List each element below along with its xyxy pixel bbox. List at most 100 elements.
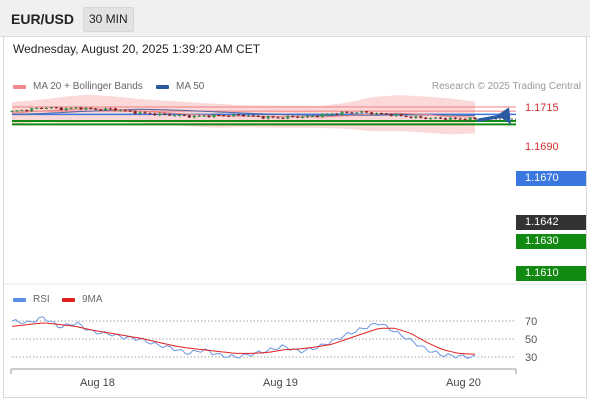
candle-body xyxy=(438,117,443,119)
timeframe-badge[interactable]: 30 MIN xyxy=(83,7,134,32)
candle-body xyxy=(15,110,19,112)
candle-body xyxy=(118,110,122,112)
candle-body xyxy=(433,117,438,119)
level-s2-label: 1.1610 xyxy=(516,266,586,281)
x-label-aug18: Aug 18 xyxy=(80,377,115,389)
candle-body xyxy=(59,107,63,110)
legend-ma20: MA 20 + Bollinger Bands xyxy=(13,81,143,92)
candle-body xyxy=(158,113,162,116)
candle-body xyxy=(251,115,255,117)
rsi-tick-70: 70 xyxy=(525,316,538,328)
rsi-line xyxy=(11,316,476,359)
candle-body xyxy=(320,114,324,117)
rsi-legend-label: RSI xyxy=(33,294,50,305)
candle-body xyxy=(236,114,241,116)
candle-body xyxy=(335,113,339,115)
candle-body xyxy=(414,116,418,118)
candle-body xyxy=(443,118,448,120)
candle-body xyxy=(458,118,462,120)
candle-body xyxy=(374,113,379,115)
candle-body xyxy=(286,116,290,119)
candle-body xyxy=(138,112,142,114)
candle-body xyxy=(143,112,147,114)
candle-body xyxy=(291,116,295,118)
candle-body xyxy=(148,113,152,115)
candle-body xyxy=(35,107,39,109)
candle-body xyxy=(30,108,34,111)
candle-body xyxy=(305,116,310,118)
ma50-swatch xyxy=(156,84,169,89)
symbol-label: EUR/USD xyxy=(11,11,75,27)
rsi-tick-30: 30 xyxy=(525,352,538,364)
candle-body xyxy=(360,111,364,113)
candle-body xyxy=(350,112,354,114)
candle-body xyxy=(79,107,83,110)
candle-body xyxy=(197,115,201,117)
candle-body xyxy=(345,111,349,113)
candle-body xyxy=(365,111,369,113)
level-pivot-label: 1.1670 xyxy=(516,171,586,186)
candle-body xyxy=(153,113,157,116)
candle-body xyxy=(227,115,231,117)
ma9-legend-label: 9MA xyxy=(82,294,103,305)
candle-body xyxy=(212,114,216,118)
ma50-legend-label: MA 50 xyxy=(176,81,205,92)
candle-body xyxy=(369,112,374,115)
candle-body xyxy=(301,116,305,118)
candle-body xyxy=(113,108,118,111)
candle-body xyxy=(20,110,24,112)
rsi-swatch xyxy=(13,297,26,302)
candle-body xyxy=(296,116,300,118)
top-bar: EUR/USD 30 MIN xyxy=(0,0,590,37)
candle-body xyxy=(355,112,359,114)
candle-body xyxy=(168,114,172,116)
level-r1-label: 1.1690 xyxy=(525,141,559,153)
candle-body xyxy=(399,114,403,116)
level-s1-label: 1.1630 xyxy=(516,234,586,249)
timestamp: Wednesday, August 20, 2025 1:39:20 AM CE… xyxy=(13,42,261,56)
rsi-9ma-line xyxy=(11,322,476,355)
candle-body xyxy=(202,115,206,117)
candle-body xyxy=(246,115,251,117)
candle-body xyxy=(207,115,211,118)
candle-body xyxy=(340,111,344,115)
candle-body xyxy=(473,117,477,120)
candle-body xyxy=(384,113,388,115)
candle-body xyxy=(192,115,196,118)
candle-body xyxy=(89,107,93,109)
candle-body xyxy=(163,113,167,115)
candle-body xyxy=(64,108,68,110)
candle-body xyxy=(232,114,236,117)
candle-body xyxy=(177,114,182,116)
candle-body xyxy=(281,117,285,119)
ma20-swatch xyxy=(13,84,26,89)
candle-body xyxy=(25,110,29,112)
candle-body xyxy=(409,116,413,118)
candle-body xyxy=(108,108,113,110)
candle-body xyxy=(182,114,186,116)
candle-body xyxy=(128,110,132,112)
candle-body xyxy=(123,110,127,112)
ma9-swatch xyxy=(62,297,75,302)
candle-body xyxy=(94,108,98,110)
candle-body xyxy=(468,117,472,120)
candle-body xyxy=(315,116,319,118)
candle-body xyxy=(256,115,260,117)
candle-body xyxy=(325,114,329,116)
candle-body xyxy=(10,110,14,112)
x-label-aug19: Aug 19 xyxy=(263,377,298,389)
candle-body xyxy=(54,107,58,109)
candle-body xyxy=(74,107,78,109)
candle-body xyxy=(453,117,457,119)
candle-body xyxy=(404,115,408,117)
candle-body xyxy=(172,115,177,117)
candle-body xyxy=(271,116,275,118)
candle-body xyxy=(276,117,280,119)
candle-body xyxy=(44,107,49,109)
chart-frame xyxy=(3,36,587,398)
candle-body xyxy=(133,111,137,114)
candle-body xyxy=(49,107,54,109)
candle-body xyxy=(241,114,246,117)
level-r2-label: 1.1715 xyxy=(525,102,559,114)
